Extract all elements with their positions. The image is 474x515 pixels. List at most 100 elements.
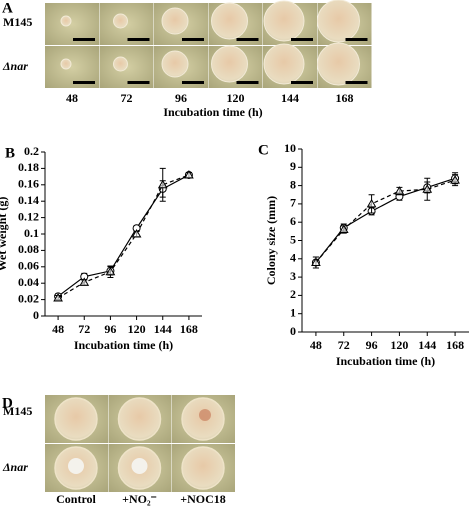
x-tick-label: 96 xyxy=(366,338,378,352)
colony xyxy=(161,7,189,35)
panel-label: A xyxy=(2,0,13,16)
y-axis-label: Colony size (mm) xyxy=(264,196,278,285)
y-tick-label: 3 xyxy=(290,269,296,283)
colony xyxy=(161,50,189,78)
y-tick-label: 6 xyxy=(290,214,296,228)
y-tick-label: 0.14 xyxy=(18,193,39,207)
marker xyxy=(105,266,116,276)
scale-bar xyxy=(236,38,259,41)
colony xyxy=(60,15,72,27)
colony xyxy=(263,0,305,42)
column-label: +NO₂⁻ xyxy=(122,492,157,506)
row-label: M145 xyxy=(3,15,32,29)
scale-bar xyxy=(182,81,204,84)
marker xyxy=(366,198,377,208)
y-tick-label: 0.16 xyxy=(18,177,39,191)
y-tick-label: 0 xyxy=(290,324,296,338)
y-tick-label: 4 xyxy=(290,251,296,265)
column-label: 48 xyxy=(66,91,78,105)
colony-center xyxy=(199,409,211,421)
y-tick-label: 8 xyxy=(290,177,296,191)
x-tick-label: 48 xyxy=(310,338,322,352)
x-tick-label: 72 xyxy=(338,338,350,352)
series-line xyxy=(315,177,456,263)
scale-bar xyxy=(291,81,313,84)
y-tick-label: 0.12 xyxy=(18,209,39,223)
y-tick-label: 0.08 xyxy=(18,242,39,256)
column-label: 72 xyxy=(121,91,133,105)
scale-bar xyxy=(127,38,150,41)
colony xyxy=(60,58,72,70)
x-tick-label: 144 xyxy=(154,322,172,336)
x-axis-label: Incubation time (h) xyxy=(74,338,173,352)
panel-label: B xyxy=(5,145,15,161)
row-label: M145 xyxy=(3,404,32,418)
scale-bar xyxy=(127,81,150,84)
panel-a: A M145 Δnar Incubation time (h) 48 72 96 12… xyxy=(2,0,372,119)
marker xyxy=(338,224,349,234)
colony-center xyxy=(131,458,148,474)
x-tick-label: 144 xyxy=(418,338,436,352)
colony xyxy=(317,42,360,86)
x-tick-label: 48 xyxy=(52,322,64,336)
marker xyxy=(184,169,194,179)
column-label: 120 xyxy=(227,91,245,105)
colony xyxy=(113,13,128,29)
y-tick-label: 5 xyxy=(290,232,296,246)
scale-bar xyxy=(236,81,259,84)
x-tick-label: 96 xyxy=(104,322,116,336)
scale-bar xyxy=(291,38,313,41)
y-tick-label: 0.1 xyxy=(24,226,39,240)
colony xyxy=(317,0,360,43)
column-label: 144 xyxy=(281,91,299,105)
series-line xyxy=(315,179,456,263)
colony xyxy=(181,446,225,490)
marker xyxy=(394,186,405,195)
y-tick-label: 0.18 xyxy=(18,160,39,174)
colony xyxy=(54,397,98,441)
y-tick-label: 0.06 xyxy=(18,259,39,273)
row-label: Δnar xyxy=(2,59,28,73)
panel-label: C xyxy=(258,142,269,158)
y-tick-label: 7 xyxy=(290,196,296,210)
column-label: Control xyxy=(56,492,96,506)
colony xyxy=(113,56,128,72)
marker xyxy=(53,292,63,302)
y-tick-label: 0 xyxy=(33,308,39,322)
y-tick-label: 2 xyxy=(290,287,296,301)
y-tick-label: 0.2 xyxy=(24,144,39,158)
column-label: 96 xyxy=(175,91,187,105)
row-label: Δnar xyxy=(2,460,28,474)
scale-bar xyxy=(345,81,368,84)
panel-d: D M145 Δnar Control +NO₂⁻ +NOC18 xyxy=(2,395,235,506)
series-line xyxy=(57,174,190,297)
y-tick-label: 10 xyxy=(284,141,296,155)
x-tick-label: 120 xyxy=(128,322,146,336)
column-label: +NOC18 xyxy=(180,492,226,506)
colony xyxy=(117,397,162,441)
scale-bar xyxy=(73,38,95,41)
x-tick-label: 168 xyxy=(446,338,464,352)
marker xyxy=(422,184,433,193)
colony xyxy=(211,45,248,83)
y-tick-label: 9 xyxy=(290,159,296,173)
marker xyxy=(450,175,460,184)
marker xyxy=(157,179,168,189)
x-axis-label: Incubation time (h) xyxy=(336,354,435,368)
y-tick-label: 1 xyxy=(290,305,296,319)
marker xyxy=(79,277,90,286)
colony xyxy=(211,2,248,40)
colony-center xyxy=(68,458,84,474)
x-tick-label: 72 xyxy=(78,322,90,336)
scale-bar xyxy=(182,38,204,41)
y-tick-label: 0.04 xyxy=(18,275,39,289)
panel-label: D xyxy=(2,395,13,411)
colony xyxy=(263,43,305,85)
x-tick-label: 120 xyxy=(390,338,408,352)
scale-bar xyxy=(73,81,95,84)
marker xyxy=(311,257,321,266)
marker xyxy=(131,228,142,238)
y-axis-label: Wet weight (g) xyxy=(0,197,9,272)
series-line xyxy=(57,174,190,299)
